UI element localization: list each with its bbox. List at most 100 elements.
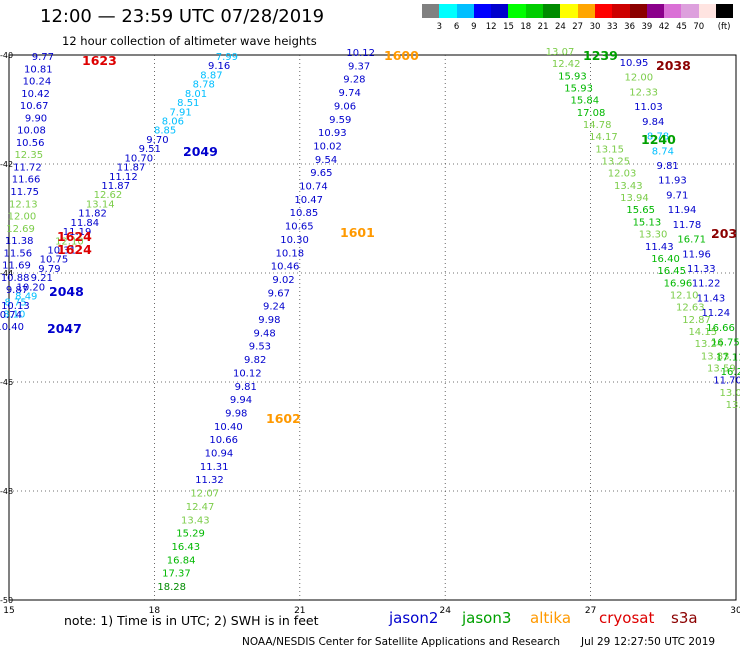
wave-height-value: 13.14 (86, 199, 115, 210)
pass-time-label: 1602 (266, 411, 301, 426)
wave-height-value: 11.31 (200, 462, 229, 473)
wave-height-value: 13.59 (707, 363, 736, 374)
wave-height-value: 8.49 (15, 292, 37, 303)
map-frame (8, 54, 737, 601)
wave-height-value: 16.71 (677, 235, 706, 246)
legend-color-cell (594, 4, 613, 18)
wave-height-value: 13.43 (614, 181, 643, 192)
x-tick-label: 18 (149, 606, 161, 616)
wave-height-value: 9.87 (6, 285, 28, 296)
wave-height-value: 11.87 (117, 163, 146, 174)
wave-height-value: 10.08 (17, 126, 46, 137)
legend-color-cell (716, 4, 734, 18)
sat-label-altika: altika (530, 609, 572, 627)
legend-label: 39 (641, 22, 653, 32)
wave-height-value: 8.78 (647, 132, 669, 143)
wave-height-value: 9.59 (329, 115, 351, 126)
wave-height-value: 13.83 (701, 351, 730, 362)
wave-height-value: 10.12 (346, 48, 375, 59)
page-subtitle: 12 hour collection of altimeter wave hei… (62, 34, 317, 48)
wave-height-value: 10.20 (17, 282, 46, 293)
sat-label-s3a: s3a (671, 609, 698, 627)
wave-height-value: 12.87 (682, 315, 711, 326)
wave-height-value: 16.45 (657, 266, 686, 277)
wave-height-value: 10.94 (205, 449, 234, 460)
legend-label: 24 (554, 22, 566, 32)
wave-height-value: 16.75 (711, 338, 740, 349)
legend-color-cell (577, 4, 595, 18)
wave-height-value: 12.63 (676, 303, 705, 314)
pass-time-label: 1624 (57, 242, 92, 257)
wave-height-value: 10.40 (214, 422, 243, 433)
wave-height-value: 11.56 (4, 248, 33, 259)
wave-height-value: 10.02 (313, 141, 342, 152)
pass-time-label: 2049 (183, 144, 218, 159)
footer-credit: NOAA/NESDIS Center for Satellite Applica… (242, 636, 560, 648)
wave-height-value: 12.42 (552, 59, 581, 70)
legend-label: 18 (520, 22, 532, 32)
y-tick-label: -44 (0, 269, 13, 278)
wave-height-value: 15.93 (558, 71, 587, 82)
wave-height-value: 11.22 (692, 279, 721, 290)
wave-height-value: 10.95 (620, 58, 649, 69)
wave-height-value: 11.82 (78, 209, 107, 220)
pass-time-label: 1601 (340, 225, 375, 240)
wave-height-value: 12.13 (9, 199, 38, 210)
legend-color-cell (422, 4, 440, 18)
wave-height-value: 16.20 (721, 367, 740, 378)
wave-height-value: 18.28 (157, 582, 186, 593)
note-text: note: 1) Time is in UTC; 2) SWH is in fe… (64, 613, 319, 628)
wave-height-value: 9.74 (339, 88, 361, 99)
wave-height-value: 13.25 (602, 157, 631, 168)
wave-height-value: 9.51 (139, 144, 161, 155)
wave-height-value: 11.43 (697, 293, 726, 304)
wave-height-value: 10.85 (290, 208, 319, 219)
y-tick-label: -48 (0, 487, 13, 496)
wave-height-value: 10.65 (285, 222, 314, 233)
wave-height-value: 12.10 (55, 236, 84, 247)
legend-label: 9 (471, 22, 477, 32)
pass-time-label: 1600 (384, 48, 419, 63)
wave-height-value: 16.43 (172, 542, 201, 553)
wave-height-value: 9.79 (38, 264, 60, 275)
wave-height-value: 9.06 (334, 101, 356, 112)
wave-height-value: 9.81 (657, 161, 679, 172)
wave-height-value: 10.46 (271, 262, 300, 273)
wave-height-value: 11.69 (2, 261, 31, 272)
wave-height-value: 11.87 (101, 181, 130, 192)
y-tick-label: -50 (0, 596, 13, 605)
wave-height-value: 9.16 (208, 61, 230, 72)
pass-time-label: 2048 (49, 284, 84, 299)
legend-color-cell (560, 4, 578, 18)
wave-height-value: 9.77 (32, 52, 54, 63)
wave-height-value: 7.99 (216, 52, 238, 63)
wave-height-value: 13.30 (639, 230, 668, 241)
wave-height-value: 12.00 (8, 212, 37, 223)
legend-label: 27 (572, 22, 584, 32)
sat-label-jason3: jason3 (462, 609, 512, 627)
wave-height-value: 17.11 (716, 352, 740, 363)
wave-height-value: 11.96 (682, 249, 711, 260)
wave-height-value: 8.74 (652, 146, 674, 157)
legend-color-cell (491, 4, 509, 18)
wave-height-value: 13.24 (695, 339, 724, 350)
wave-height-value: 13.94 (620, 193, 649, 204)
wave-height-value: 10.12 (233, 368, 262, 379)
wave-height-value: 10.67 (20, 101, 49, 112)
x-tick-label: 21 (294, 606, 305, 616)
legend-label: 12 (485, 22, 497, 32)
x-tick-label: 15 (3, 606, 14, 616)
wave-height-value: 11.66 (12, 175, 41, 186)
wave-height-value: 9.98 (258, 315, 280, 326)
wave-height-value: 11.93 (658, 176, 687, 187)
legend-label: 33 (606, 22, 618, 32)
x-tick-label: 24 (439, 606, 451, 616)
legend-label: 6 (453, 22, 460, 32)
wave-height-value: 10.47 (294, 195, 323, 206)
legend-color-cell (629, 4, 647, 18)
legend-color-cell (612, 4, 630, 18)
legend-color-cell (681, 4, 699, 18)
legend-color-cell (664, 4, 682, 18)
legend-color-cell (525, 4, 544, 18)
